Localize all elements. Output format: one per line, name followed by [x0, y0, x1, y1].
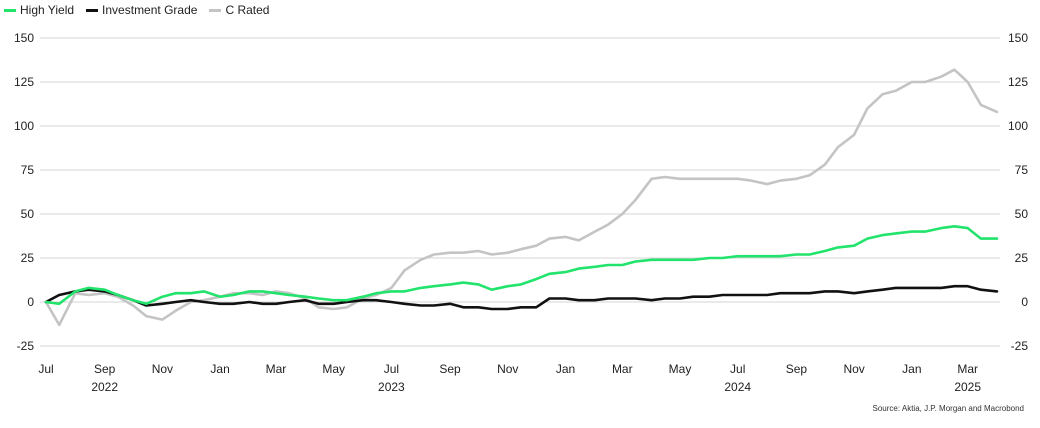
series-lines — [44, 68, 999, 327]
x-tick-mar-16: Mar — [957, 362, 978, 376]
x-year-2025: 2025 — [954, 380, 981, 394]
y-tick-right-25: -25 — [1011, 339, 1029, 353]
legend-item-high-yield: High Yield — [4, 3, 74, 17]
x-tick-jan-9: Jan — [556, 362, 575, 376]
y-axis-right: -25 0 25 50 75 100 125 150 — [1008, 31, 1028, 353]
grid — [40, 37, 1000, 347]
x-tick-nov-8: Nov — [497, 362, 518, 376]
x-tick-jan-15: Jan — [902, 362, 921, 376]
legend-item-c-rated: C Rated — [209, 3, 269, 17]
y-tick-left-125: 125 — [14, 75, 34, 89]
y-tick-left-75: 75 — [21, 163, 35, 177]
y-tick-right-75: 75 — [1015, 163, 1029, 177]
x-tick-sep-1: Sep — [94, 362, 116, 376]
x-tick-sep-7: Sep — [439, 362, 461, 376]
series-line-c-rated — [44, 68, 999, 327]
x-year-2024: 2024 — [724, 380, 751, 394]
legend-swatch-c-rated — [209, 8, 222, 12]
series-line-investment-grade — [44, 284, 999, 311]
x-tick-nov-14: Nov — [843, 362, 864, 376]
x-tick-may-11: May — [669, 362, 692, 376]
x-tick-jul-6: Jul — [384, 362, 399, 376]
y-tick-left-25: 25 — [21, 251, 35, 265]
legend-item-investment-grade: Investment Grade — [86, 3, 197, 17]
y-tick-left-50: 50 — [21, 207, 35, 221]
y-tick-right-0: 0 — [1021, 295, 1028, 309]
legend-swatch-investment-grade — [86, 8, 99, 12]
y-tick-left-0: 0 — [27, 295, 34, 309]
legend-label-c-rated: C Rated — [225, 3, 270, 17]
y-tick-left-150: 150 — [14, 31, 34, 45]
y-tick-left-25: -25 — [17, 339, 35, 353]
y-tick-right-25: 25 — [1015, 251, 1029, 265]
x-tick-mar-4: Mar — [266, 362, 287, 376]
y-axis-left: -25 0 25 50 75 100 125 150 — [14, 31, 34, 353]
x-tick-jul-12: Jul — [730, 362, 745, 376]
legend-label-investment-grade: Investment Grade — [102, 3, 198, 17]
x-tick-nov-2: Nov — [152, 362, 173, 376]
y-tick-left-100: 100 — [14, 119, 34, 133]
x-tick-mar-10: Mar — [612, 362, 633, 376]
y-tick-right-125: 125 — [1008, 75, 1028, 89]
legend-label-high-yield: High Yield — [20, 3, 75, 17]
legend: High Yield Investment Grade C Rated — [4, 3, 269, 17]
x-tick-jan-3: Jan — [210, 362, 229, 376]
x-year-2022: 2022 — [91, 380, 118, 394]
x-year-2023: 2023 — [378, 380, 405, 394]
y-tick-right-100: 100 — [1008, 119, 1028, 133]
series-line-high-yield — [44, 225, 999, 306]
source-note: Source: Aktia, J.P. Morgan and Macrobond — [872, 404, 1025, 413]
x-tick-sep-13: Sep — [786, 362, 808, 376]
x-axis: Jul Sep Nov Jan Mar May Jul Sep Nov Jan Mar May Jul S… — [38, 362, 981, 394]
y-tick-right-50: 50 — [1015, 207, 1029, 221]
x-tick-may-5: May — [322, 362, 345, 376]
legend-swatch-high-yield — [4, 8, 16, 12]
y-tick-right-150: 150 — [1008, 31, 1028, 45]
x-tick-jul-0: Jul — [38, 362, 53, 376]
